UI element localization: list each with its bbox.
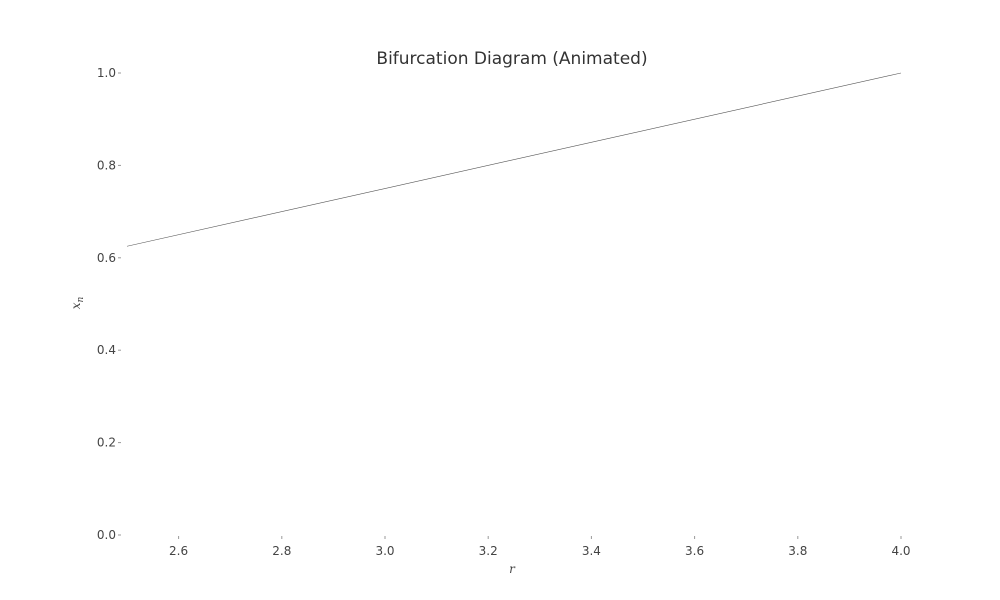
x-tick-label: 2.6 [169, 544, 188, 558]
y-axis-label-text: x [69, 302, 83, 309]
x-tick-label: 3.8 [788, 544, 807, 558]
y-axis-label-subscript: n [76, 297, 86, 303]
x-tick-label: 3.0 [375, 544, 394, 558]
y-tick-label: 0.0 [97, 528, 116, 542]
x-tick-label: 2.8 [272, 544, 291, 558]
x-tick-label: 4.0 [891, 544, 910, 558]
y-tick-label: 0.2 [97, 436, 116, 450]
y-tick-label: 1.0 [97, 66, 116, 80]
y-axis: 0.0 0.2 0.4 0.6 0.8 1.0 [97, 66, 121, 542]
plot-area [126, 72, 902, 247]
chart-title: Bifurcation Diagram (Animated) [376, 49, 647, 69]
y-tick-label: 0.4 [97, 343, 116, 357]
series-line [126, 72, 902, 247]
x-axis: 2.6 2.8 3.0 3.2 3.4 3.6 3.8 4.0 [169, 536, 911, 558]
x-axis-label: r [509, 562, 516, 576]
x-tick-label: 3.2 [479, 544, 498, 558]
y-tick-label: 0.8 [97, 158, 116, 172]
y-axis-label: xn [69, 297, 86, 310]
x-axis-label-text: r [509, 562, 516, 576]
y-tick-label: 0.6 [97, 251, 116, 265]
x-tick-label: 3.4 [582, 544, 601, 558]
x-tick-label: 3.6 [685, 544, 704, 558]
